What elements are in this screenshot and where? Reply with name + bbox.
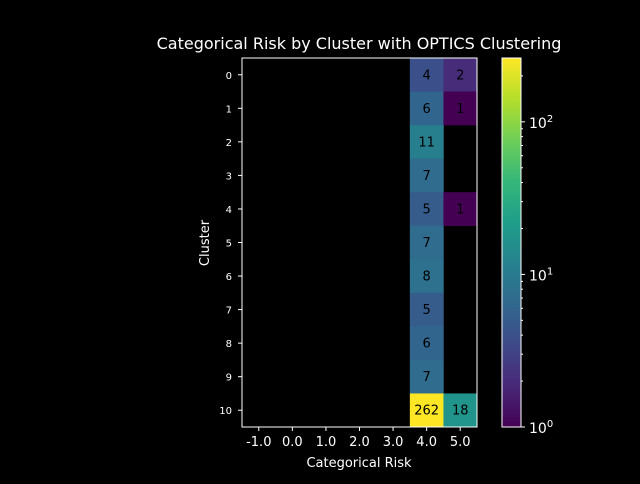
colorbar-tick-label: 101 — [529, 266, 553, 284]
heatmap-cell — [409, 58, 444, 92]
heatmap-cell — [409, 359, 444, 394]
heatmap-cell — [443, 91, 478, 126]
cell-value-label: 5 — [423, 303, 431, 318]
colorbar-frame — [501, 57, 522, 428]
axes-layer: -1.0 0.0 1.0 2.0 3.0 4.0 5.0 0 1 2 3 4 5 6 7 8 9 10 — [219, 71, 470, 450]
heatmap-cell — [409, 192, 444, 227]
x-tick-label: 4.0 — [416, 435, 437, 450]
cell-value-label: 262 — [414, 404, 439, 419]
x-tick-label: -1.0 — [246, 435, 271, 450]
heatmap-cell — [409, 91, 444, 126]
cell-value-label: 4 — [423, 68, 431, 83]
cell-value-label: 6 — [423, 337, 431, 352]
heatmap-cell — [409, 326, 444, 361]
heatmap-cell — [443, 393, 478, 428]
colorbar-tick-label: 102 — [529, 114, 553, 132]
y-tick-label: 6 — [226, 272, 232, 283]
y-tick-label: 7 — [226, 306, 232, 317]
x-tick-label: 0.0 — [282, 435, 303, 450]
heatmap-cell — [443, 192, 478, 227]
heatmap-cell — [409, 259, 444, 294]
cell-value-label: 1 — [456, 202, 464, 217]
colorbar-tick-base: 10 — [529, 268, 547, 284]
heatmap-cell — [409, 393, 444, 428]
cell-value-label: 11 — [418, 135, 435, 150]
x-tick-label: 3.0 — [383, 435, 404, 450]
x-tick-label: 2.0 — [349, 435, 370, 450]
colorbar-tick-base: 10 — [529, 421, 547, 437]
cell-value-label: 18 — [452, 404, 469, 419]
colorbar-tick-exponent: 2 — [547, 114, 553, 125]
cell-value-label: 2 — [456, 68, 464, 83]
cell-value-label: 6 — [423, 102, 431, 117]
heatmap-cell — [443, 58, 478, 92]
y-tick-label: 0 — [226, 71, 232, 82]
cell-value-label: 8 — [423, 270, 431, 285]
y-tick-label: 3 — [226, 171, 232, 182]
heatmap-cell — [409, 225, 444, 260]
cell-value-label: 7 — [423, 236, 431, 251]
y-tick-label: 9 — [226, 373, 232, 384]
colorbar-gradient — [502, 58, 521, 427]
y-tick-label: 4 — [226, 205, 232, 216]
heatmap-cell — [409, 292, 444, 327]
heatmap-cell — [409, 125, 444, 159]
cell-value-label: 7 — [423, 370, 431, 385]
colorbar-tick-exponent: 0 — [547, 419, 553, 430]
x-tick-label: 1.0 — [316, 435, 337, 450]
cell-value-label: 1 — [456, 102, 464, 117]
y-tick-label: 1 — [226, 104, 232, 115]
y-tick-label: 10 — [219, 406, 232, 417]
x-tick-label: 5.0 — [450, 435, 471, 450]
colorbar-tick-exponent: 1 — [547, 266, 553, 277]
y-axis-label: Cluster — [198, 219, 213, 266]
y-tick-label: 8 — [226, 339, 232, 350]
colorbar-tick-base: 10 — [529, 116, 547, 132]
y-tick-label: 5 — [226, 239, 232, 250]
cell-value-label: 5 — [423, 202, 431, 217]
y-tick-label: 2 — [226, 138, 232, 149]
x-axis-label: Categorical Risk — [306, 456, 412, 471]
chart-title: Categorical Risk by Cluster with OPTICS … — [157, 34, 562, 53]
colorbar-tick-label: 100 — [529, 419, 553, 437]
cell-value-label: 7 — [423, 169, 431, 184]
heatmap-cell — [409, 158, 444, 193]
